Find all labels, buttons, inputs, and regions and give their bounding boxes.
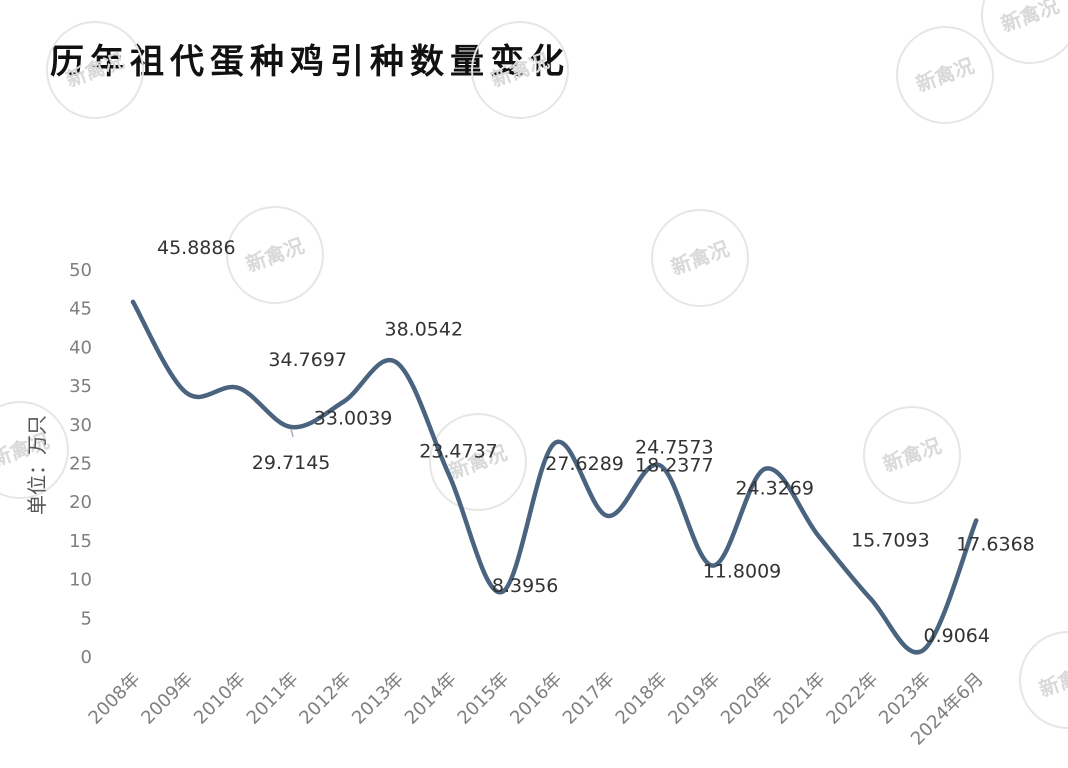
x-tick-label: 2020年 [717, 669, 777, 729]
x-tick-label: 2017年 [559, 669, 619, 729]
x-tick-label: 2008年 [85, 669, 145, 729]
data-label: 17.6368 [956, 533, 1035, 555]
data-label: 27.6289 [545, 453, 624, 475]
x-axis: 2008年2009年2010年2011年2012年2013年2014年2015年… [85, 669, 988, 750]
data-label: 34.7697 [268, 349, 347, 371]
label-leader-line [290, 428, 294, 438]
y-tick-label: 30 [69, 415, 92, 436]
series-line [130, 299, 979, 655]
x-tick-label: 2015年 [453, 669, 513, 729]
x-tick-label: 2019年 [664, 669, 724, 729]
y-tick-label: 45 [69, 299, 92, 320]
data-label: 38.0542 [385, 318, 464, 340]
watermark-text: 新禽况 [998, 0, 1063, 37]
y-tick-label: 10 [69, 570, 92, 591]
data-label: 33.0039 [314, 408, 393, 430]
watermark-text: 新禽况 [243, 233, 308, 276]
x-tick-label: 2009年 [137, 669, 197, 729]
data-label: 24.7573 [635, 436, 714, 458]
y-tick-label: 35 [69, 376, 92, 397]
data-label: 18.2377 [635, 454, 714, 476]
x-tick-label: 2010年 [190, 669, 250, 729]
x-tick-label: 2022年 [822, 669, 882, 729]
data-label: 29.7145 [252, 452, 331, 474]
watermark: 新禽况 [981, 0, 1068, 64]
x-tick-label: 2011年 [243, 669, 303, 729]
y-tick-label: 15 [69, 531, 92, 552]
data-labels: 45.8886 34.7697 29.7145 33.0039 38.0542 23.47… [157, 237, 1035, 647]
watermark: 新禽况 [863, 406, 961, 504]
data-label: 45.8886 [157, 237, 236, 259]
data-label: 24.3269 [735, 478, 814, 500]
y-tick-label: 0 [81, 647, 92, 668]
data-label: 23.4737 [419, 440, 498, 462]
x-tick-label: 2021年 [770, 669, 830, 729]
watermark-text: 新禽况 [1036, 658, 1068, 701]
y-tick-label: 5 [81, 608, 92, 629]
watermark: 新禽况 [651, 209, 749, 307]
y-tick-label: 20 [69, 492, 92, 513]
x-tick-label: 2018年 [612, 669, 672, 729]
watermark: 新禽况 [896, 26, 994, 124]
x-tick-label: 2013年 [348, 669, 408, 729]
watermark: 新禽况 [46, 21, 144, 119]
watermark-text: 新禽况 [63, 48, 128, 91]
y-tick-label: 50 [69, 260, 92, 281]
watermark-text: 新禽况 [488, 48, 553, 91]
watermark: 新禽况 [226, 206, 324, 304]
x-tick-label: 2016年 [506, 669, 566, 729]
data-label: 11.8009 [703, 561, 782, 583]
y-axis: 0 5 10 15 20 25 30 35 40 45 50 [69, 260, 92, 668]
watermark-text: 新禽况 [913, 53, 978, 96]
y-tick-label: 40 [69, 337, 92, 358]
data-label: 15.7093 [851, 529, 930, 551]
data-label: 8.3956 [492, 575, 558, 597]
watermark-text: 新禽况 [668, 236, 733, 279]
chart-title: 历年祖代蛋种鸡引种数量变化 [50, 42, 570, 82]
watermark: 新禽况 [1019, 631, 1068, 729]
x-tick-label: 2014年 [401, 669, 461, 729]
x-tick-label: 2012年 [295, 669, 355, 729]
data-label: 0.9064 [924, 625, 990, 647]
watermark: 新禽况 [471, 21, 569, 119]
y-axis-title: 单位：万只 [25, 415, 49, 515]
watermark-text: 新禽况 [880, 433, 945, 476]
y-tick-label: 25 [69, 454, 92, 475]
